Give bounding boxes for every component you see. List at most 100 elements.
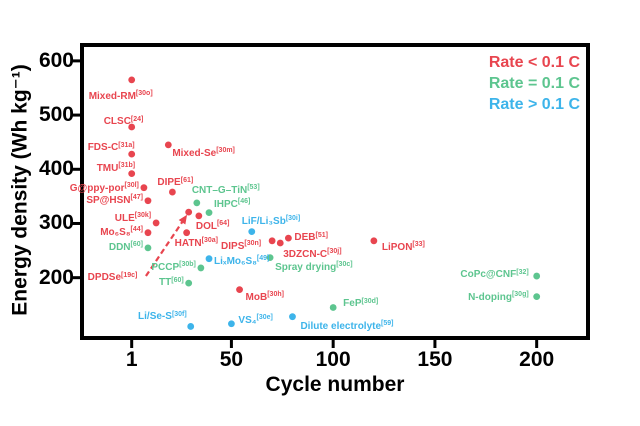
point-label-text: IHPC [214,198,238,210]
point-label-text: VS₄ [238,314,257,326]
point-label-dpdse: DPDSe[19c] [88,272,138,284]
point-label-citation: [31b] [118,162,136,170]
point-label-text: PCCP [151,261,180,273]
y-tick-label-400: 400 [38,157,74,181]
point-label-citation: [44] [130,226,143,234]
point-label-text: DOL [195,220,217,232]
point-label-text: DDN [108,241,131,253]
point-label-dipe: DIPE[61] [157,177,193,189]
point-label-text: DPDSe [87,272,122,284]
y-tick-label-500: 500 [38,103,74,127]
point-label-dol: DOL[64] [195,220,230,233]
point-label-tmu: TMU[31b] [96,162,136,175]
point-label-text: CLSC [103,116,131,127]
point-label-citation: [30b] [179,261,196,269]
point-label-text: DIPE [157,177,181,189]
point-label-spray-drying: Spray drying[30c] [275,261,353,274]
point-label-citation: [24] [130,115,144,123]
point-label-text: N-doping [468,291,512,303]
point-label-li-se-s: Li/Se-S[30f] [138,311,187,323]
point-label-text: MoB [245,291,268,303]
point-label-fds-c: FDS-C[31a] [88,142,135,154]
point-label-citation: [49] [256,255,270,263]
point-label-copc-cnf: CoPc@CNF[32] [460,269,528,281]
point-label-text: LiPON [381,241,413,253]
point-label-citation: [30a] [201,237,218,245]
point-label-text: TT [159,277,172,289]
point-label-text: G@ppy-por [69,182,125,194]
point-label-citation: [60] [171,276,184,284]
point-label-hatn: HATN[30a] [174,237,218,250]
y-tick-label-600: 600 [38,48,74,72]
point-label-mo-s-: Mo₆S₈[44] [100,226,143,239]
point-label-ddn: DDN[60] [108,241,143,254]
y-tick-label-300: 300 [38,211,74,235]
point-label-mob: MoB[30h] [245,291,284,304]
point-label-lif-li-sb: LiF/Li₃Sb[30i] [241,215,301,228]
point-label-vs-: VS₄[30e] [238,314,273,327]
point-label-mixed-rm: Mixed-RM[30o] [88,90,153,103]
point-label-sp-hsn: SP@HSN[47] [86,194,143,207]
point-label-text: CoPc@CNF [460,269,517,281]
point-label-3dzcn-c: 3DZCN-C[30j] [283,248,342,261]
point-label-pccp: PCCP[30b] [151,261,196,274]
point-label-text: LiₓMo₆S₈ [214,255,257,267]
legend: Rate < 0.1 C Rate = 0.1 C Rate > 0.1 C [489,52,580,115]
point-label-tt: TT[60] [159,277,184,289]
point-label-citation: [30k] [134,212,152,220]
point-label-deb: DEB[51] [294,232,328,244]
y-tick-label-200: 200 [38,265,74,289]
point-label-ihpc: IHPC[46] [214,198,250,211]
point-label-text: LiF/Li₃Sb [241,215,286,227]
point-label-citation: [30o] [135,90,153,98]
point-label-citation: [30g] [511,291,529,299]
point-label-citation: [32] [516,268,529,276]
point-label-text: TMU [96,162,119,174]
y-axis-title: Energy density (Wh kg⁻¹) [8,64,32,316]
point-label-text: FeP [343,298,362,310]
point-label-citation: [30l] [124,182,139,190]
x-tick-label-1: 1 [125,348,138,371]
point-label-cnt-g-tin: CNT–G–TiN[53] [191,184,260,197]
point-label-text: FDS-C [87,142,119,154]
point-label-clsc: CLSC[24] [104,116,144,128]
point-label-citation: [61] [180,176,194,184]
point-label-text: DEB [294,232,316,244]
x-tick-label-150: 150 [417,348,453,371]
point-label-text: 3DZCN-C [283,248,328,260]
point-label-citation: [59] [381,320,394,328]
point-label-fep: FeP[30d] [343,298,378,310]
x-tick-label-50: 50 [219,348,244,371]
x-tick-label-100: 100 [315,348,351,371]
point-label-text: Li/Se-S [138,311,172,323]
point-label-dips: DIPS[30n] [221,240,262,253]
x-tick-label-200: 200 [519,348,555,371]
point-label-citation: [30h] [267,291,284,299]
point-label-citation: [30c] [336,261,353,269]
point-label-text: Mixed-Se [172,147,217,159]
point-label-citation: [30n] [244,240,262,248]
point-label-li-mo-s-: LiₓMo₆S₈[49] [214,255,270,268]
point-label-citation: [30j] [327,248,342,256]
point-label-text: CNT–G–TiN [191,184,248,196]
point-label-citation: [30f] [171,310,187,318]
point-label-citation: [30i] [285,215,301,223]
point-label-citation: [60] [130,241,143,249]
point-label-citation: [47] [130,194,143,202]
point-label-g-ppy-por: G@ppy-por[30l] [69,182,139,195]
point-label-citation: [51] [315,231,328,239]
point-label-text: Spray drying [275,261,337,273]
point-label-ule: ULE[30k] [114,212,152,225]
point-label-text: DIPS [221,240,245,252]
point-label-citation: [30e] [256,314,273,322]
point-label-text: ULE [114,212,135,224]
point-label-citation: [19c] [121,271,138,279]
point-label-text: Mixed-RM [88,90,136,102]
point-label-text: Dilute electrolyte [300,320,382,332]
point-label-citation: [31a] [118,141,135,149]
point-label-text: HATN [174,237,202,249]
point-label-text: Mo₆S₈ [100,226,131,238]
point-label-citation: [30m] [216,147,235,155]
legend-entry-rate-eq-0.1C: Rate = 0.1 C [488,75,580,92]
